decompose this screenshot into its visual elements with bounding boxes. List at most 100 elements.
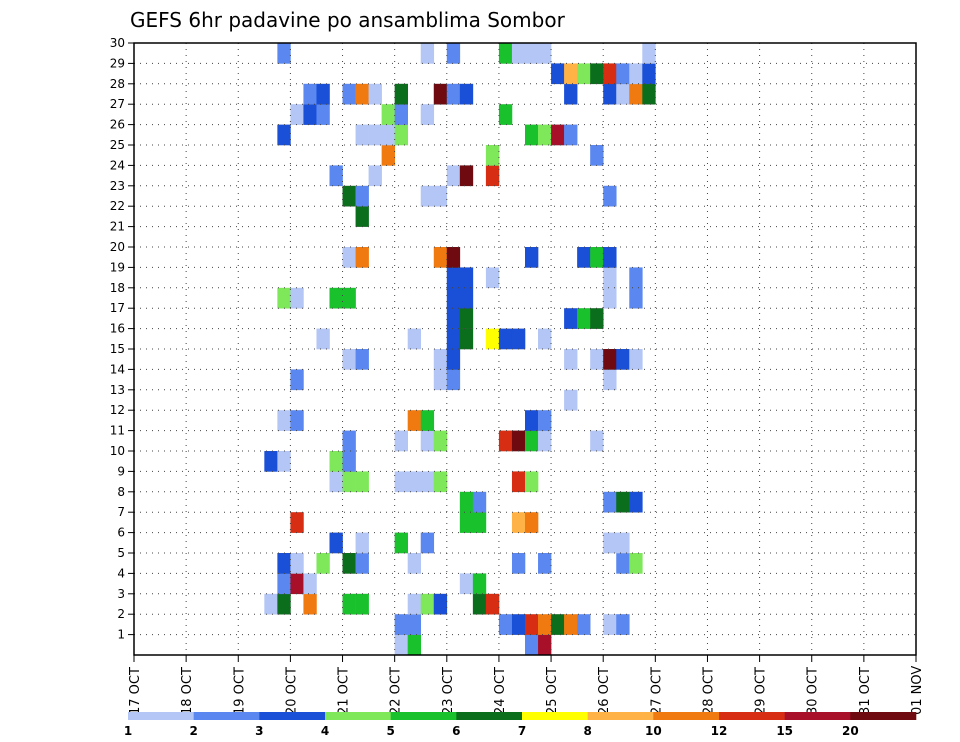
heatmap-cell [538, 430, 552, 452]
legend-tick-label: 6 [452, 724, 460, 738]
heatmap-cell [342, 593, 356, 615]
heatmap-cell [355, 206, 369, 227]
heatmap-cell [316, 83, 330, 105]
heatmap-cell [459, 267, 474, 289]
heatmap-cells [264, 43, 656, 656]
y-tick-label: 23 [110, 179, 125, 193]
heatmap-cell [355, 553, 369, 574]
heatmap-cell [525, 614, 539, 635]
legend-tick-label: 8 [583, 724, 591, 738]
heatmap-cell [433, 593, 448, 615]
heatmap-cell [590, 63, 604, 85]
y-tick-label: 18 [110, 281, 125, 295]
y-tick-label: 3 [117, 587, 125, 601]
heatmap-cell [551, 614, 565, 635]
heatmap-cell [303, 104, 317, 125]
heatmap-cell [407, 410, 422, 431]
heatmap-cell [603, 267, 617, 289]
heatmap-cell [498, 104, 513, 125]
heatmap-cell [290, 410, 304, 431]
heatmap-cell [420, 532, 435, 554]
y-tick-label: 25 [110, 138, 125, 152]
heatmap-cell [446, 83, 461, 105]
x-tick-label: 01 NOV [910, 666, 925, 715]
heatmap-cell [420, 471, 435, 493]
heatmap-cell [355, 532, 369, 554]
y-tick-label: 21 [110, 220, 125, 234]
heatmap-cell [342, 185, 356, 207]
legend-tick-label: 2 [189, 724, 197, 738]
heatmap-cell [329, 287, 343, 309]
x-tick-label: 24 OCT [493, 667, 508, 715]
y-tick-label: 7 [117, 505, 125, 519]
y-tick-label: 30 [110, 36, 125, 50]
heatmap-cell [355, 247, 369, 268]
legend-swatch [719, 712, 785, 720]
heatmap-cell [603, 491, 617, 513]
heatmap-cell [381, 145, 395, 166]
heatmap-cell [329, 451, 343, 472]
heatmap-cell [525, 634, 539, 656]
heatmap-cell [629, 553, 643, 574]
heatmap-cell [433, 83, 448, 105]
heatmap-cell [394, 471, 408, 493]
legend-swatch [325, 712, 391, 720]
heatmap-cell [629, 349, 643, 370]
heatmap-cell [290, 369, 304, 391]
heatmap-cell [525, 247, 539, 268]
y-tick-label: 15 [110, 342, 125, 356]
heatmap-cell [459, 165, 474, 187]
heatmap-cell [420, 185, 435, 207]
heatmap-cell [538, 328, 552, 350]
legend-tick-label: 1 [124, 724, 132, 738]
y-tick-label: 11 [110, 424, 125, 438]
heatmap-cell [629, 491, 643, 513]
heatmap-cell [394, 634, 408, 656]
y-tick-label: 8 [117, 485, 125, 499]
heatmap-cell [277, 451, 291, 472]
heatmap-cell [590, 247, 604, 268]
heatmap-cell [355, 185, 369, 207]
heatmap-cell [603, 614, 617, 635]
heatmap-cell [603, 83, 617, 105]
heatmap-cell [472, 491, 487, 513]
y-tick-label: 24 [110, 158, 125, 172]
heatmap-cell [603, 532, 617, 554]
x-tick-label: 20 OCT [284, 667, 299, 715]
heatmap-cell [459, 512, 474, 533]
heatmap-cell [342, 451, 356, 472]
heatmap-cell [433, 471, 448, 493]
heatmap-cell [342, 287, 356, 309]
heatmap-cell [577, 63, 591, 85]
heatmap-cell [538, 614, 552, 635]
y-tick-label: 1 [117, 628, 125, 642]
heatmap-cell [525, 410, 539, 431]
heatmap-cell [525, 512, 539, 533]
legend-swatch [259, 712, 326, 720]
heatmap-cell [277, 287, 291, 309]
heatmap-cell [564, 308, 578, 329]
heatmap-cell [329, 532, 343, 554]
heatmap-cell [551, 63, 565, 85]
heatmap-cell [603, 185, 617, 207]
heatmap-cell [564, 83, 578, 105]
heatmap-cell [407, 614, 422, 635]
heatmap-cell [564, 389, 578, 411]
heatmap-cell [433, 247, 448, 268]
legend-swatch [653, 712, 720, 720]
heatmap-cell [577, 308, 591, 329]
legend-swatch [850, 712, 917, 720]
heatmap-cell [590, 349, 604, 370]
heatmap-cell [603, 349, 617, 370]
heatmap-cell [355, 83, 369, 105]
heatmap-cell [433, 185, 448, 207]
heatmap-cell [303, 593, 317, 615]
x-tick-label: 25 OCT [545, 667, 560, 715]
heatmap-cell [590, 430, 604, 452]
heatmap-cell [290, 104, 304, 125]
heatmap-cell [277, 553, 291, 574]
legend-swatch [193, 712, 260, 720]
legend-tick-label: 12 [711, 724, 728, 738]
heatmap-cell [394, 430, 408, 452]
heatmap-cell [498, 43, 513, 64]
